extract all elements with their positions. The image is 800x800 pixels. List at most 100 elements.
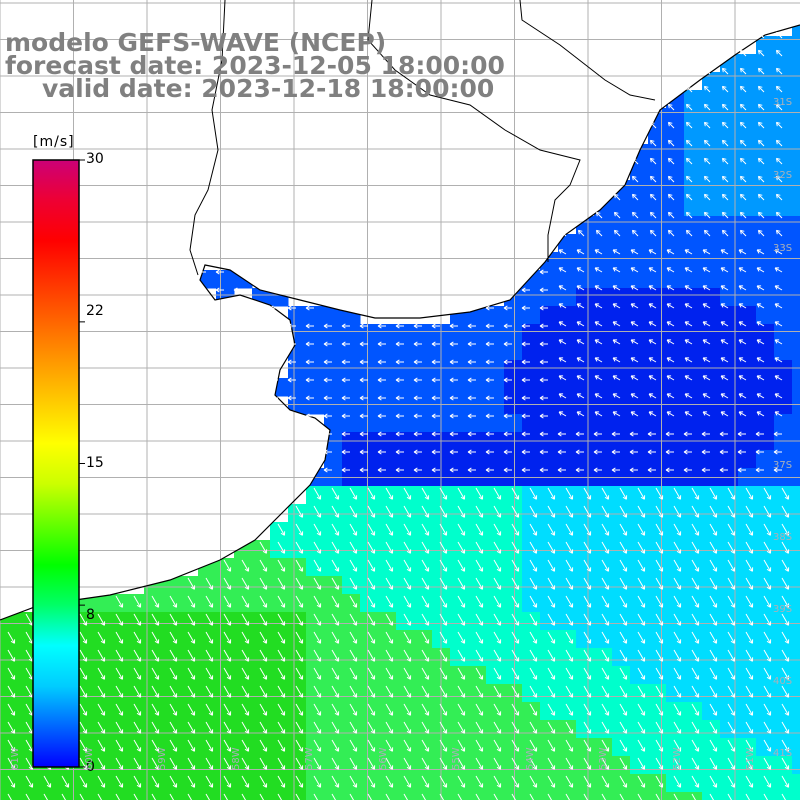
wind-speed-cell: [288, 378, 307, 397]
wind-speed-cell: [216, 774, 235, 793]
wind-arrow: [619, 541, 628, 554]
wind-arrow: [115, 649, 124, 662]
wind-speed-cell: [738, 54, 757, 73]
wind-speed-cell: [648, 648, 667, 667]
wind-speed-cell: [90, 720, 109, 739]
wind-speed-cell: [108, 702, 127, 721]
wind-arrow: [763, 685, 772, 698]
wind-arrow: [709, 613, 718, 626]
wind-speed-cell: [558, 342, 577, 361]
wind-arrow: [702, 357, 711, 363]
wind-arrow: [475, 667, 484, 680]
wind-speed-cell: [90, 702, 109, 721]
wind-speed-cell: [450, 648, 469, 667]
wind-speed-cell: [756, 756, 775, 775]
wind-speed-cell: [396, 774, 415, 793]
wind-speed-cell: [612, 540, 631, 559]
wind-arrow: [395, 359, 404, 365]
wind-speed-cell: [288, 666, 307, 685]
wind-arrow: [755, 449, 764, 455]
wind-speed-cell: [756, 666, 775, 685]
wind-arrow: [757, 103, 765, 111]
wind-speed-cell: [576, 450, 595, 469]
wind-arrow: [763, 667, 772, 680]
wind-speed-cell: [306, 774, 325, 793]
title-valid-date: valid date: 2023-12-18 18:00:00: [42, 74, 495, 103]
wind-arrow: [739, 103, 747, 111]
wind-speed-cell: [792, 594, 800, 613]
wind-arrow: [739, 211, 747, 219]
wind-arrow: [521, 377, 530, 383]
wind-speed-cell: [702, 774, 721, 793]
wind-arrow: [721, 139, 729, 147]
wind-arrow: [691, 577, 700, 590]
wind-speed-cell: [468, 702, 487, 721]
wind-arrow: [685, 85, 693, 93]
wind-speed-cell: [540, 612, 559, 631]
wind-speed-cell: [198, 594, 217, 613]
wind-arrow: [439, 505, 448, 518]
wind-speed-cell: [0, 666, 19, 685]
wind-arrow: [709, 631, 718, 644]
wind-arrow: [721, 157, 729, 165]
wind-speed-cell: [774, 180, 793, 199]
wind-arrow: [619, 703, 628, 716]
wind-speed-cell: [486, 504, 505, 523]
wind-arrow: [655, 523, 664, 536]
wind-arrow: [649, 193, 657, 201]
wind-arrow: [457, 721, 466, 734]
wind-speed-cell: [792, 792, 800, 800]
wind-speed-cell: [162, 702, 181, 721]
wind-speed-cell: [252, 774, 271, 793]
wind-arrow: [655, 739, 664, 752]
wind-arrow: [781, 667, 790, 680]
wind-speed-cell: [666, 504, 685, 523]
wind-arrow: [439, 559, 448, 572]
wind-arrow: [529, 487, 538, 500]
wind-speed-cell: [720, 414, 739, 433]
wind-speed-cell: [522, 612, 541, 631]
wind-arrow: [558, 303, 567, 309]
wind-speed-cell: [630, 522, 649, 541]
wind-arrow: [709, 505, 718, 518]
wind-arrow: [133, 703, 142, 716]
wind-arrow: [738, 357, 747, 363]
wind-arrow: [757, 121, 765, 129]
wind-speed-cell: [504, 450, 523, 469]
wind-speed-cell: [702, 162, 721, 181]
wind-speed-cell: [756, 180, 775, 199]
wind-arrow: [277, 631, 286, 644]
wind-arrow: [367, 613, 376, 626]
wind-arrow: [439, 667, 448, 680]
wind-speed-cell: [180, 630, 199, 649]
wind-speed-cell: [414, 576, 433, 595]
wind-speed-cell: [288, 360, 307, 379]
wind-speed-cell: [144, 594, 163, 613]
wind-speed-cell: [378, 396, 397, 415]
wind-speed-cell: [396, 378, 415, 397]
wind-arrow: [619, 757, 628, 770]
wind-speed-cell: [738, 414, 757, 433]
wind-speed-cell: [162, 684, 181, 703]
wind-arrow: [763, 541, 772, 554]
wind-arrow: [703, 67, 711, 75]
wind-speed-cell: [792, 630, 800, 649]
wind-speed-cell: [342, 576, 361, 595]
wind-speed-cell: [702, 72, 721, 91]
wind-arrow: [774, 267, 783, 273]
wind-speed-cell: [504, 522, 523, 541]
wind-arrow: [341, 413, 350, 419]
wind-arrow: [313, 613, 322, 626]
wind-arrow: [631, 157, 639, 165]
wind-speed-cell: [738, 630, 757, 649]
wind-speed-cell: [666, 270, 685, 289]
wind-arrow: [756, 393, 765, 399]
wind-speed-cell: [720, 342, 739, 361]
wind-speed-cell: [792, 72, 800, 91]
wind-speed-cell: [540, 342, 559, 361]
wind-speed-cell: [576, 666, 595, 685]
wind-arrow: [709, 775, 718, 788]
wind-arrow: [413, 413, 422, 419]
wind-speed-cell: [738, 666, 757, 685]
wind-speed-cell: [558, 702, 577, 721]
